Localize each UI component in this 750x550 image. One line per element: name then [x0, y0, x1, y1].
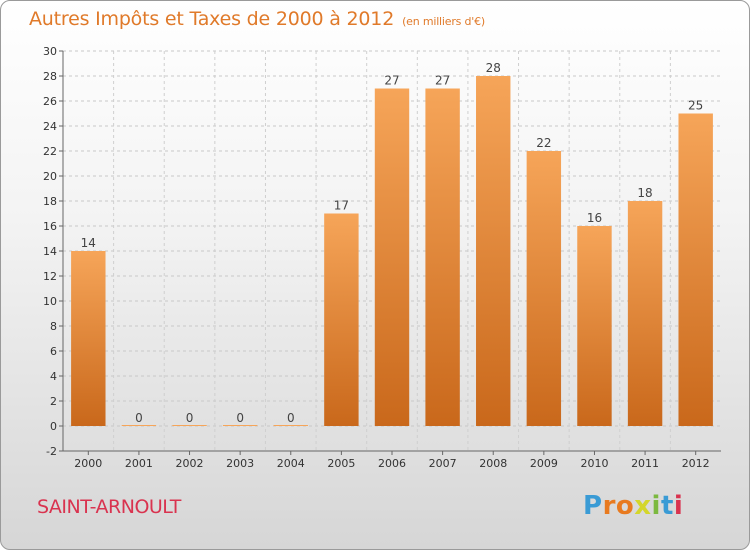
x-tick-label: 2001 — [125, 457, 153, 470]
y-tick-label: 10 — [43, 295, 57, 308]
bar-2002 — [172, 425, 207, 426]
y-tick-label: 30 — [43, 45, 57, 58]
logo-letter: t — [660, 491, 674, 521]
data-label: 0 — [287, 411, 295, 425]
x-tick-label: 2012 — [682, 457, 710, 470]
y-tick-label: -2 — [46, 445, 57, 458]
y-tick-label: 18 — [43, 195, 57, 208]
bar-2008 — [476, 76, 511, 426]
y-tick-label: 28 — [43, 70, 57, 83]
bar-2011 — [627, 201, 663, 426]
y-tick-label: 12 — [43, 270, 57, 283]
y-tick-label: 4 — [50, 370, 57, 383]
x-tick-label: 2004 — [277, 457, 305, 470]
data-label: 17 — [334, 199, 349, 213]
x-tick-label: 2005 — [327, 457, 355, 470]
data-label: 25 — [688, 99, 703, 113]
data-label: 27 — [435, 74, 450, 88]
bar-2004 — [273, 425, 308, 426]
x-tick-label: 2000 — [74, 457, 102, 470]
data-label: 22 — [536, 136, 551, 150]
bar-2010 — [577, 226, 612, 426]
bar-2005 — [324, 213, 359, 426]
data-label: 0 — [135, 411, 143, 425]
y-tick-label: 0 — [50, 420, 57, 433]
x-tick-label: 2011 — [631, 457, 659, 470]
data-label: 16 — [587, 211, 602, 225]
data-label: 27 — [384, 74, 399, 88]
y-tick-label: 2 — [50, 395, 57, 408]
x-tick-label: 2008 — [479, 457, 507, 470]
data-label: 28 — [486, 61, 501, 75]
logo-letter: i — [651, 491, 661, 521]
y-tick-label: 26 — [43, 95, 57, 108]
data-label: 14 — [81, 236, 96, 250]
x-tick-label: 2010 — [580, 457, 608, 470]
data-label: 0 — [186, 411, 194, 425]
x-tick-label: 2007 — [429, 457, 457, 470]
chart-unit: (en milliers d'€) — [402, 15, 485, 28]
commune-name: SAINT-ARNOULT — [37, 496, 181, 518]
bar-2009 — [526, 151, 562, 426]
logo-letter: r — [602, 491, 616, 521]
chart-title: Autres Impôts et Taxes de 2000 à 2012 (en… — [29, 8, 485, 30]
y-tick-label: 22 — [43, 145, 57, 158]
proxiti-logo: Proxiti — [583, 491, 683, 521]
data-label: 0 — [236, 411, 244, 425]
bar-2006 — [374, 88, 410, 426]
x-tick-label: 2009 — [530, 457, 558, 470]
bars — [71, 76, 713, 426]
y-tick-label: 8 — [50, 320, 57, 333]
y-tick-label: 20 — [43, 170, 57, 183]
y-tick-label: 24 — [43, 120, 57, 133]
y-tick-label: 6 — [50, 345, 57, 358]
chart-title-text: Autres Impôts et Taxes de 2000 à 2012 — [29, 8, 395, 30]
y-tick-label: 16 — [43, 220, 57, 233]
bar-2001 — [121, 425, 157, 426]
bar-2000 — [71, 251, 106, 426]
logo-letter: P — [583, 491, 603, 521]
y-tick-label: 14 — [43, 245, 57, 258]
x-tick-label: 2006 — [378, 457, 406, 470]
x-tick-label: 2003 — [226, 457, 254, 470]
data-label: 18 — [637, 186, 652, 200]
logo-letter: o — [615, 491, 635, 521]
logo-letter: x — [634, 491, 652, 521]
bar-2007 — [425, 88, 460, 426]
x-tick-label: 2002 — [176, 457, 204, 470]
logo-letter: i — [673, 491, 684, 521]
data-labels: 14 0 0 0 0 17 27 27 28 22 16 18 25 — [81, 61, 704, 425]
bar-2012 — [678, 113, 713, 426]
bar-2003 — [222, 425, 258, 426]
